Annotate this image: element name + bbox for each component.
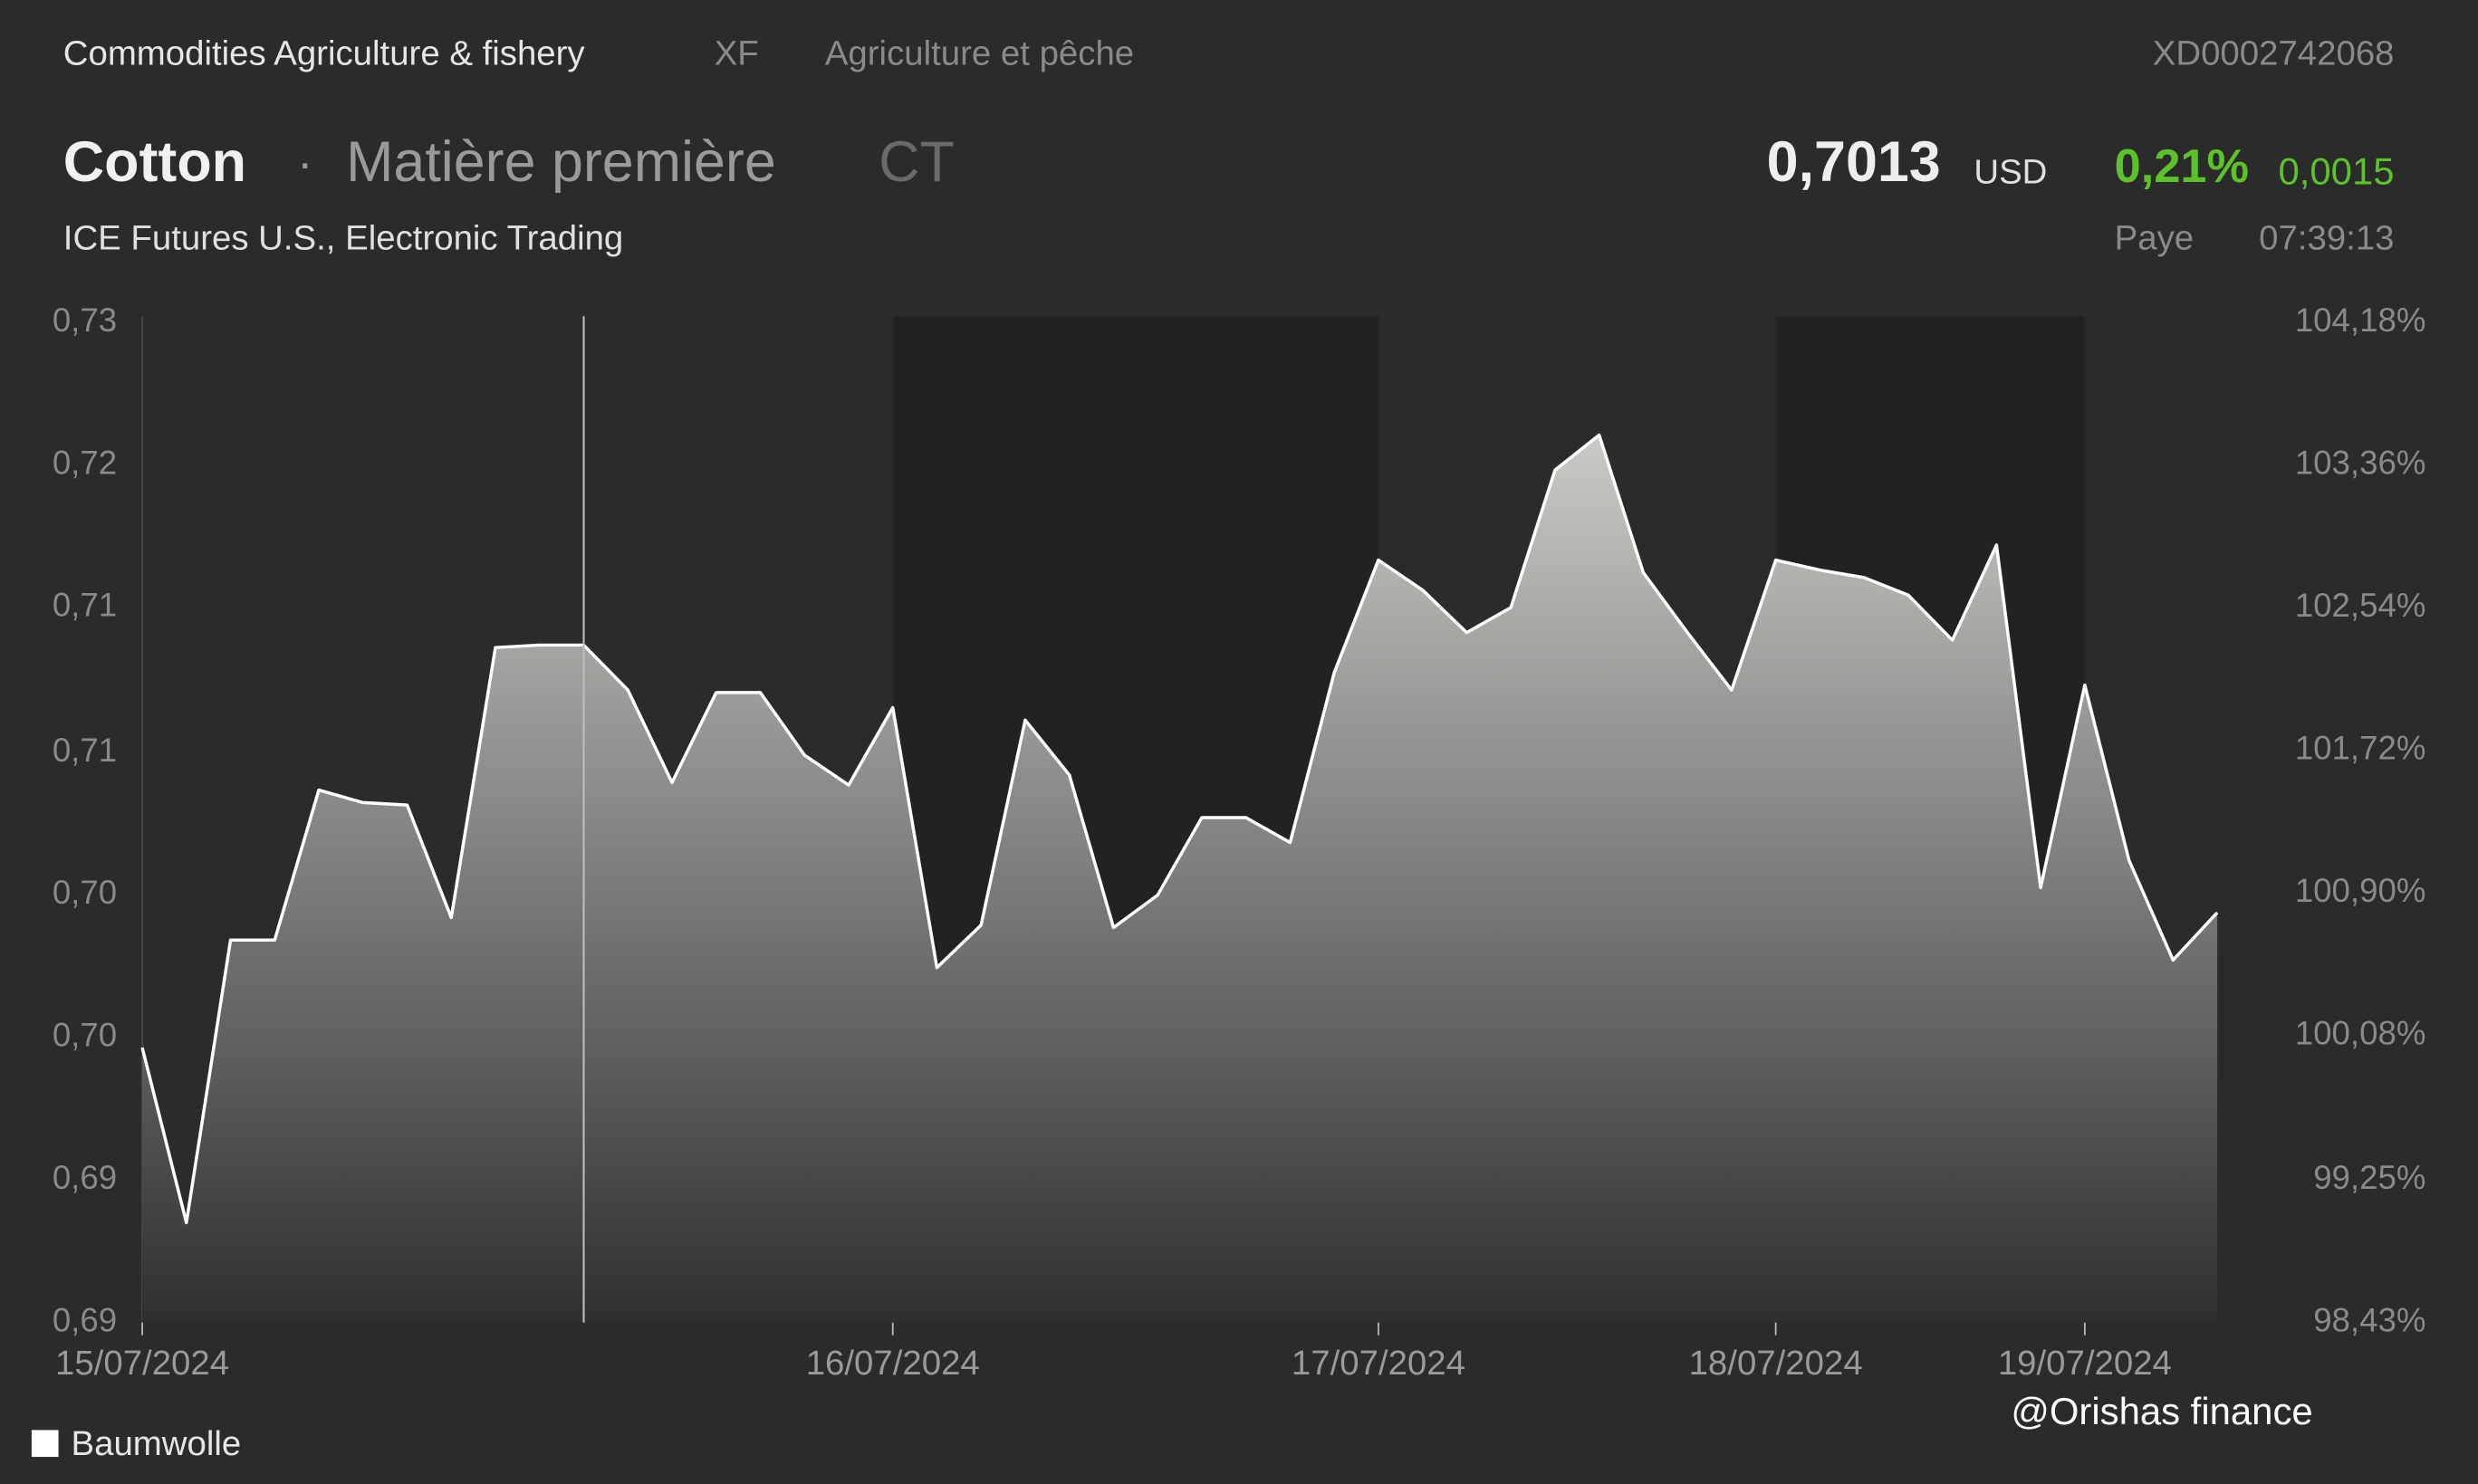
y-tick-label: 0,70 [53,1017,117,1054]
area [142,435,2218,1323]
legend-swatch [31,1430,59,1458]
y-tick-label: 0,71 [53,732,117,769]
x-tick-label: 15/07/2024 [55,1344,229,1383]
symbol: CT [879,130,955,194]
x-tick-label: 17/07/2024 [1292,1344,1465,1383]
y2-tick-label: 101,72% [2295,729,2426,766]
x-tick-label: 19/07/2024 [1998,1344,2172,1383]
y-tick-label: 0,69 [53,1159,117,1196]
y2-tick-label: 103,36% [2295,444,2426,481]
y-tick-label: 0,71 [53,587,117,624]
y2-tick-label: 100,08% [2295,1014,2426,1051]
isin: XD0002742068 [2153,34,2395,72]
y-tick-label: 0,69 [53,1301,117,1338]
x-tick-label: 16/07/2024 [806,1344,980,1383]
change-abs: 0,0015 [2278,149,2394,192]
instrument-kind: Matière première [346,130,776,194]
y2-tick-label: 102,54% [2295,587,2426,624]
category-fr: Agriculture et pêche [825,34,1134,72]
watermark: @Orishas finance [2011,1390,2312,1432]
y2-tick-label: 100,90% [2295,872,2426,909]
y2-tick-label: 104,18% [2295,302,2426,339]
legend-label: Baumwolle [72,1424,242,1463]
price: 0,7013 [1767,130,1941,194]
currency: USD [1974,152,2047,191]
y-tick-label: 0,73 [53,302,117,339]
y-tick-label: 0,70 [53,874,117,911]
market-code: XF [715,34,759,72]
y2-tick-label: 98,43% [2313,1301,2425,1338]
line [140,433,2219,1225]
y2-tick-label: 99,25% [2313,1159,2425,1196]
x-tick-label: 18/07/2024 [1689,1344,1863,1383]
exchange: ICE Futures U.S., Electronic Trading [63,219,624,258]
y-tick-label: 0,72 [53,444,117,481]
category: Commodities Agriculture & fishery [63,34,586,72]
separator: · [297,137,312,189]
status: Paye [2115,219,2194,258]
time: 07:39:13 [2259,219,2394,258]
change-pct: 0,21% [2115,140,2249,193]
instrument-name: Cotton [63,130,246,194]
